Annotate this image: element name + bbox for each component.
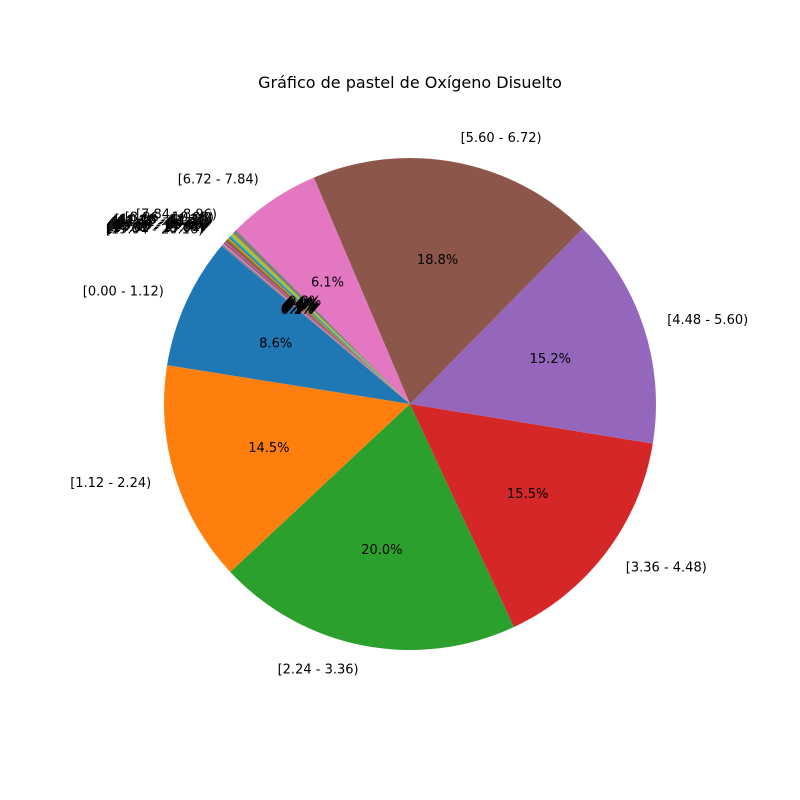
slice-percent-label: 0.1% bbox=[281, 303, 314, 318]
slice-label: [12.32 - 13.44) bbox=[112, 215, 210, 230]
slice-label: [13.44 - 14.56) bbox=[111, 216, 209, 231]
chart-title: Gráfico de pastel de Oxígeno Disuelto bbox=[258, 73, 562, 92]
slice-label: [16.80 - 17.92) bbox=[108, 220, 206, 235]
slice-percent-label: 0.1% bbox=[284, 299, 317, 314]
slice-label: [1.12 - 2.24) bbox=[70, 476, 151, 491]
slice-percent-label: 15.5% bbox=[507, 487, 548, 502]
pie-slice bbox=[230, 404, 514, 650]
slice-label: [4.48 - 5.60) bbox=[667, 313, 748, 328]
pie-slice bbox=[164, 365, 410, 573]
slice-percent-label: 0.3% bbox=[288, 295, 321, 310]
slice-percent-label: 0.1% bbox=[286, 297, 319, 312]
slice-percent-label: 0.1% bbox=[283, 300, 316, 315]
pie-slice bbox=[230, 233, 410, 404]
slice-label: [15.68 - 16.80) bbox=[109, 219, 207, 234]
slice-label: [11.20 - 12.32) bbox=[114, 214, 212, 229]
slice-percent-label: 20.0% bbox=[361, 543, 402, 558]
pie-slice bbox=[222, 243, 410, 404]
pie-slice bbox=[226, 238, 410, 404]
slice-label: [14.56 - 15.68) bbox=[110, 217, 208, 232]
slice-label: [10.08 - 11.20) bbox=[115, 212, 213, 227]
slice-label: [5.60 - 6.72) bbox=[461, 131, 542, 146]
slice-percent-label: 6.1% bbox=[311, 276, 344, 291]
pie-slice bbox=[224, 241, 410, 404]
pie-labels: [0.00 - 1.12) 8.6% [1.12 - 2.24) 14.5% [2.24… bbox=[70, 131, 748, 678]
pie-slice bbox=[223, 242, 410, 404]
slice-percent-label: 15.2% bbox=[530, 352, 571, 367]
pie-slice bbox=[410, 228, 657, 444]
slice-percent-label: 0.1% bbox=[282, 301, 315, 316]
slice-percent-label: 18.8% bbox=[417, 253, 458, 268]
slice-label: [7.84 - 8.96) bbox=[136, 207, 217, 222]
pie-slice bbox=[229, 235, 410, 404]
slice-percent-label: 0.1% bbox=[284, 299, 317, 314]
slice-percent-label: 0.1% bbox=[285, 298, 318, 313]
pie-slice bbox=[225, 240, 410, 404]
slice-label: [2.24 - 3.36) bbox=[278, 663, 359, 678]
pie-slice bbox=[313, 157, 583, 404]
slice-label: [3.36 - 4.48) bbox=[626, 560, 707, 575]
pie-slice bbox=[228, 236, 410, 404]
slice-percent-label: 14.5% bbox=[248, 441, 289, 456]
slice-percent-label: 8.6% bbox=[259, 337, 292, 352]
slice-label: [0.00 - 1.12) bbox=[83, 285, 164, 300]
pie-slice bbox=[236, 177, 410, 404]
pie-slice bbox=[232, 229, 410, 404]
slice-label: [6.72 - 7.84) bbox=[178, 173, 259, 188]
slice-label: [19.04 - 20.16) bbox=[106, 222, 204, 237]
slice-percent-label: 0.2% bbox=[287, 296, 320, 311]
pie-slice bbox=[221, 244, 410, 404]
slice-percent-label: 0.1% bbox=[282, 301, 315, 316]
pie-slice bbox=[227, 237, 410, 404]
slice-label: [8.96 - 10.08) bbox=[125, 210, 214, 225]
slice-label: [17.92 - 19.04) bbox=[107, 221, 205, 236]
slice-percent-label: 0.1% bbox=[281, 302, 314, 317]
pie-slices bbox=[164, 157, 657, 650]
pie-slice bbox=[410, 404, 653, 627]
pie-slice bbox=[167, 245, 410, 404]
